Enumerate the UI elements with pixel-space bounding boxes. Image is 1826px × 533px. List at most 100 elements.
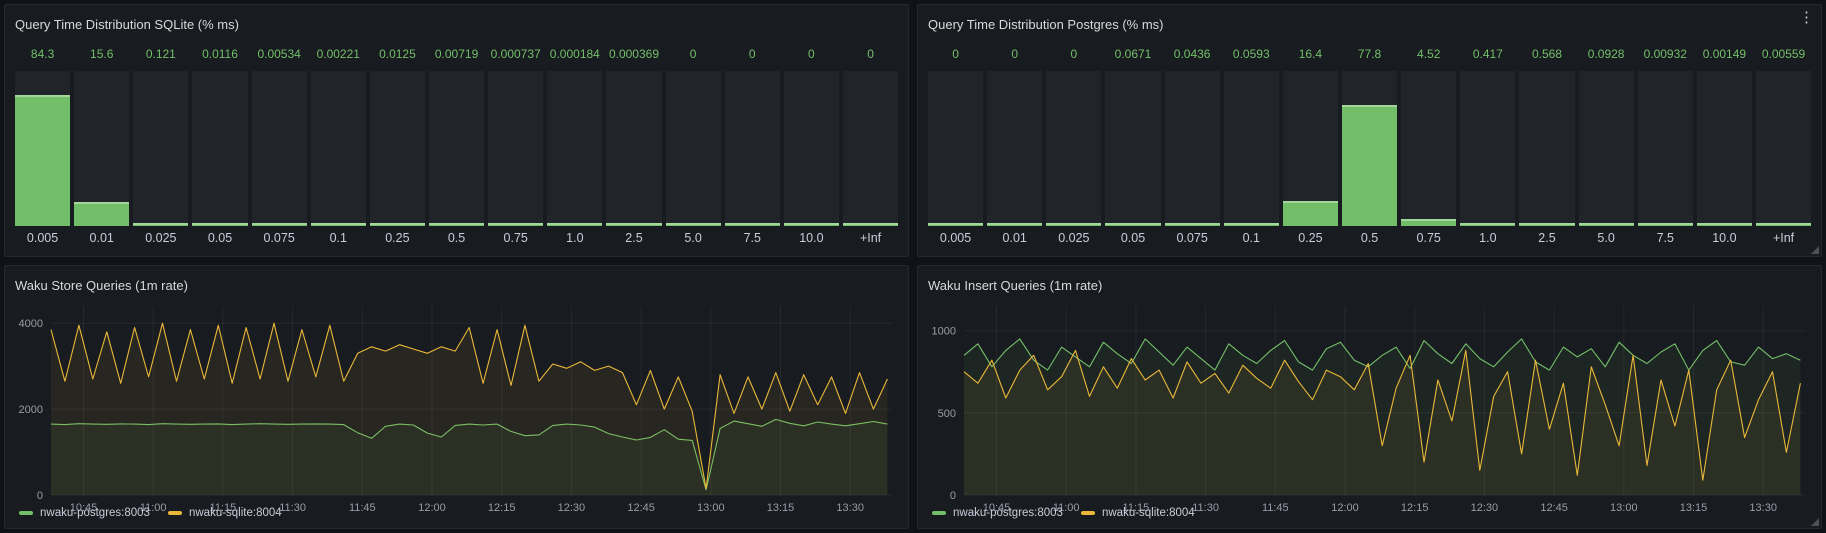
bar-column: 16.4 0.25 [1282, 47, 1338, 248]
time-series-plot: 0 2000 4000 10:45 11:00 11:15 11:30 11:45 12:00 1… [11, 296, 902, 514]
bar-track [928, 71, 984, 226]
bar-fill [1637, 223, 1693, 226]
bar-track [15, 71, 71, 226]
svg-text:13:30: 13:30 [836, 502, 864, 514]
legend-label: nwaku-sqlite:8004 [1101, 507, 1195, 519]
svg-text:13:15: 13:15 [767, 502, 795, 514]
bar-value-label: 15.6 [90, 47, 114, 61]
bar-value-label: 0 [748, 47, 756, 61]
svg-text:0: 0 [950, 490, 956, 502]
panel-title[interactable]: Waku Store Queries (1m rate) [15, 277, 188, 293]
legend: nwaku-postgres:8003 nwaku-sqlite:8004 [918, 505, 1821, 528]
bar-value-label: 0.00719 [434, 47, 479, 61]
bar-value-label: 0.00534 [257, 47, 301, 61]
svg-text:11:00: 11:00 [1053, 502, 1080, 514]
bar-value-label: 77.8 [1357, 47, 1382, 61]
bar-fill [606, 223, 662, 226]
bar-column: 77.8 0.5 [1341, 47, 1398, 248]
bar-fill [1578, 223, 1634, 226]
panel-header: Waku Store Queries (1m rate) [5, 266, 908, 296]
bar-value-label: 0.0116 [202, 47, 238, 61]
bar-track [488, 71, 544, 226]
bar-fill [1341, 105, 1398, 226]
bar-value-label: 0.121 [145, 47, 176, 61]
bar-category-label: 0.005 [939, 231, 972, 245]
bar-fill [928, 223, 984, 226]
bar-value-label: 0 [952, 47, 959, 61]
kebab-menu-icon[interactable]: ⋮ [1799, 9, 1814, 26]
bar-gauge: 0 0.005 0 0.01 0 0.025 0.0671 0.05 0.0436 0.075 0.… [918, 35, 1821, 256]
bar-fill [15, 95, 71, 226]
bar-category-label: 0.075 [1176, 231, 1208, 245]
bar-column: 0.00221 0.1 [310, 47, 366, 248]
bar-value-label: 0 [689, 47, 697, 61]
bar-category-label: 5.0 [684, 231, 702, 245]
panel-waku-store-queries: Waku Store Queries (1m rate) 0 2000 4000 10… [4, 265, 909, 529]
legend-item[interactable]: nwaku-postgres:8003 [932, 507, 1063, 519]
bar-track [251, 71, 307, 226]
bar-value-label: 0.0928 [1587, 47, 1625, 61]
bar-category-label: 0.25 [1298, 231, 1323, 245]
bar-track [1401, 71, 1457, 226]
bar-track [428, 71, 485, 226]
bar-value-label: 84.3 [30, 47, 55, 61]
panel-resize-handle[interactable] [1811, 246, 1819, 254]
bar-category-label: 0.1 [329, 231, 347, 245]
bar-track [1341, 71, 1398, 226]
svg-text:12:00: 12:00 [1331, 502, 1359, 514]
bar-column: 0.121 0.025 [133, 47, 189, 248]
bar-value-label: 4.52 [1417, 47, 1441, 61]
legend-item[interactable]: nwaku-sqlite:8004 [167, 507, 282, 519]
svg-text:11:30: 11:30 [279, 502, 306, 514]
bar-category-label: 10.0 [1712, 231, 1737, 245]
bar-column: 0.0125 0.25 [369, 47, 425, 248]
legend-label: nwaku-sqlite:8004 [188, 507, 282, 519]
panel-title[interactable]: Query Time Distribution Postgres (% ms) [928, 16, 1164, 32]
legend-marker-icon [932, 511, 946, 515]
bar-fill [133, 223, 189, 226]
bar-column: 0 10.0 [783, 47, 839, 248]
bar-fill [1223, 223, 1279, 226]
bar-column: 0 7.5 [724, 47, 780, 248]
bar-track [369, 71, 425, 226]
bar-category-label: 0.005 [26, 231, 59, 245]
bar-track [1046, 71, 1102, 226]
panel-resize-handle[interactable] [1811, 518, 1819, 526]
legend-item[interactable]: nwaku-sqlite:8004 [1080, 507, 1195, 519]
bar-column: 0.0671 0.05 [1105, 47, 1161, 248]
svg-text:0: 0 [37, 490, 43, 502]
bar-fill [1696, 223, 1752, 226]
bar-track [665, 71, 721, 226]
bar-category-label: 0.75 [503, 231, 528, 245]
bar-fill [1282, 200, 1338, 226]
bar-category-label: 0.05 [1120, 231, 1146, 245]
bar-gauge: 84.3 0.005 15.6 0.01 0.121 0.025 0.0116 0.05 0.0… [5, 35, 908, 256]
panel-waku-insert-queries: Waku Insert Queries (1m rate) 0 500 1000 10… [917, 265, 1822, 529]
bar-value-label: 0.417 [1472, 47, 1503, 61]
svg-text:500: 500 [938, 408, 956, 420]
bar-column: 0.417 1.0 [1460, 47, 1516, 248]
panel-title[interactable]: Query Time Distribution SQLite (% ms) [15, 16, 239, 32]
bar-track [1519, 71, 1575, 226]
bar-track [1282, 71, 1338, 226]
bar-track [1223, 71, 1279, 226]
bar-track [1696, 71, 1752, 226]
bar-column: 0.00534 0.075 [251, 47, 307, 248]
svg-text:12:15: 12:15 [488, 502, 516, 514]
time-series-svg: 0 2000 4000 10:45 11:00 11:15 11:30 11:45 12:00 1… [19, 306, 892, 514]
bar-track [1637, 71, 1693, 226]
svg-text:10:45: 10:45 [70, 502, 98, 514]
panel-query-time-distribution-postgres: Query Time Distribution Postgres (% ms) … [917, 4, 1822, 257]
panel-title[interactable]: Waku Insert Queries (1m rate) [928, 277, 1103, 293]
bar-fill [987, 223, 1043, 226]
bar-track [74, 71, 130, 226]
bar-fill [842, 223, 899, 226]
legend-item[interactable]: nwaku-postgres:8003 [19, 507, 150, 519]
bar-value-label: 0.00932 [1643, 47, 1687, 61]
svg-text:2000: 2000 [19, 404, 43, 416]
bar-category-label: 0.1 [1242, 231, 1260, 245]
bar-category-label: 0.75 [1416, 231, 1441, 245]
legend-marker-icon [19, 511, 33, 515]
panel-header: Waku Insert Queries (1m rate) [918, 266, 1821, 296]
svg-text:10:45: 10:45 [983, 502, 1011, 514]
